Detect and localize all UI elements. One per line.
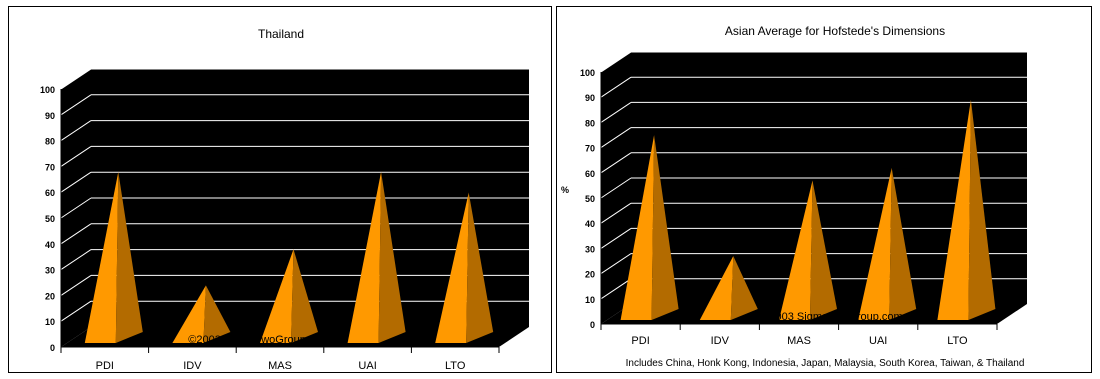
y-axis-label: %: [561, 185, 569, 195]
gridline-side: [60, 300, 92, 322]
gridline-side: [60, 145, 92, 167]
y-tick-label: 90: [45, 111, 55, 121]
gridline-side: [600, 227, 632, 249]
gridline-side: [600, 253, 632, 275]
pyramid-bar-side-uai: [889, 167, 917, 320]
y-tick-label: 40: [45, 240, 55, 250]
pyramid-bar-side-uai: [378, 171, 406, 343]
gridline-side: [60, 223, 92, 245]
footnote: Includes China, Honk Kong, Indonesia, Ja…: [626, 358, 1025, 369]
chart-panel-thailand: Thailand 0 10 20 30 40 50 60 70 80 90 100 PDI IDV MAS U…: [8, 6, 552, 373]
gridline-side: [60, 274, 92, 296]
chart-title: Thailand: [258, 27, 304, 41]
gridline-side: [600, 177, 632, 199]
pyramid-bar-front-pdi: [84, 171, 119, 343]
watermark: ©2003 SigmaTwoGroup.com: [761, 311, 902, 323]
gridline-side: [600, 202, 632, 224]
category-label: MAS: [268, 360, 292, 372]
y-tick-label: 60: [45, 188, 55, 198]
pyramid-bar-front-idv: [172, 285, 206, 343]
y-tick-label: 20: [585, 270, 595, 280]
pyramid-bar-side-pdi: [115, 171, 143, 343]
y-tick-label: 20: [45, 291, 55, 301]
pyramid-bar-side-mas: [810, 180, 837, 320]
category-label: MAS: [787, 335, 811, 347]
gridline-side: [60, 68, 92, 90]
y-tick-label: 30: [45, 266, 55, 276]
y-tick-label: 0: [590, 320, 595, 330]
chart-panel-asian-average: Asian Average for Hofstede's Dimensions 0…: [556, 6, 1092, 373]
pyramid-bar-front-uai: [858, 167, 892, 320]
pyramid-bar-side-lto: [968, 99, 996, 320]
y-tick-label: 0: [50, 343, 55, 353]
y-tick-label: 30: [585, 244, 595, 254]
gridline-side: [60, 94, 92, 116]
chart-asian-average: Asian Average for Hofstede's Dimensions 0…: [561, 24, 1027, 369]
pyramid-bar-side-pdi: [651, 135, 679, 320]
y-tick-label: 40: [585, 219, 595, 229]
y-tick-label: 50: [45, 214, 55, 224]
pyramid-bar-front-lto: [435, 192, 469, 343]
y-tick-label: 10: [585, 295, 595, 305]
chart-title: Asian Average for Hofstede's Dimensions: [725, 24, 945, 38]
y-tick-label: 80: [585, 118, 595, 128]
gridline-side: [60, 249, 92, 271]
gridline-side: [600, 101, 632, 123]
category-label: PDI: [631, 335, 649, 347]
y-tick-label: 10: [45, 317, 55, 327]
gridline-side: [600, 76, 632, 98]
y-tick-label: 90: [585, 93, 595, 103]
pyramid-bar-side-mas: [291, 249, 318, 343]
y-tick-label: 50: [585, 194, 595, 204]
gridline-side: [60, 171, 92, 193]
category-label: LTO: [947, 335, 968, 347]
pyramid-bar-side-lto: [466, 192, 494, 343]
gridline-side: [60, 197, 92, 219]
category-label: IDV: [183, 360, 202, 372]
gridline-side: [60, 120, 92, 142]
pyramid-bar-front-uai: [347, 171, 382, 343]
pyramid-bar-front-idv: [699, 256, 734, 320]
y-tick-label: 60: [585, 169, 595, 179]
watermark: ©2003 SigmaTwoGroup.com: [188, 334, 329, 346]
pyramid-bar-front-mas: [779, 180, 813, 320]
category-label: PDI: [96, 360, 114, 372]
category-label: UAI: [358, 360, 376, 372]
gridline-side: [600, 278, 632, 300]
y-tick-label: 80: [45, 137, 55, 147]
y-tick-label: 100: [40, 85, 55, 95]
y-tick-label: 70: [45, 162, 55, 172]
y-tick-label: 70: [585, 144, 595, 154]
gridline-side: [600, 127, 632, 149]
chart-thailand: Thailand 0 10 20 30 40 50 60 70 80 90 100 PDI IDV MAS U…: [40, 27, 529, 372]
pyramid-bar-front-lto: [937, 99, 971, 320]
gridline-side: [600, 152, 632, 174]
y-tick-label: 100: [580, 68, 595, 78]
category-label: IDV: [711, 335, 730, 347]
gridline-side: [600, 51, 632, 73]
category-label: LTO: [445, 360, 466, 372]
pyramid-bar-side-idv: [203, 285, 231, 343]
pyramid-bar-side-idv: [730, 256, 758, 320]
pyramid-bar-front-mas: [260, 249, 294, 343]
pyramid-bar-front-pdi: [620, 135, 655, 320]
category-label: UAI: [869, 335, 887, 347]
